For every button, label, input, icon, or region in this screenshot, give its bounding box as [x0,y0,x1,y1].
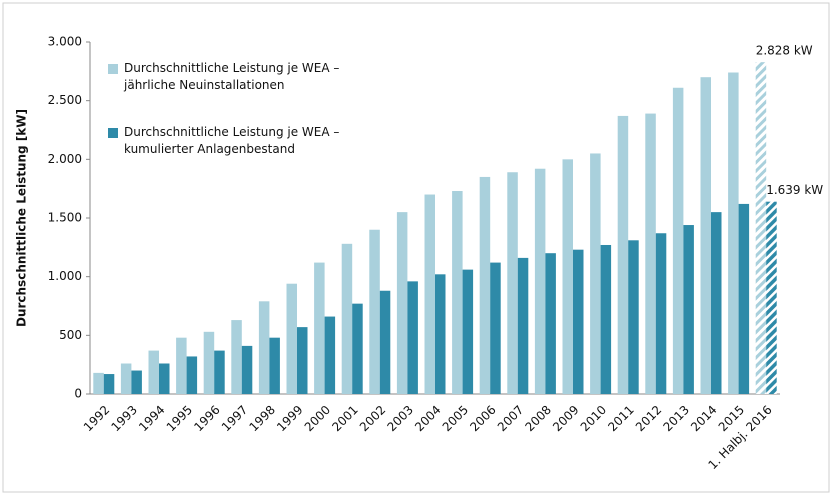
legend-swatch [108,64,118,74]
y-axis-title: Durchschnittliche Leistung [kW] [15,109,29,327]
x-tick-label: 1997 [219,403,250,434]
data-label: 1.639 kW [766,183,823,197]
bar [103,374,115,394]
bar [655,233,667,394]
bar [573,249,584,394]
data-label: 2.828 kW [756,44,813,58]
bar [711,212,722,394]
bar [258,301,270,394]
bar [269,337,280,394]
y-tick-label: 1.000 [48,269,82,283]
bar [700,77,711,394]
bar [507,172,518,394]
x-tick-label: 2003 [384,403,415,434]
bar [369,229,380,394]
x-tick-label: 2007 [495,403,526,434]
bar [324,316,336,394]
x-tick-label: 2001 [329,403,360,434]
bar [203,331,215,394]
bar [490,262,501,394]
y-tick-label: 1.500 [48,211,82,225]
bar [407,281,418,394]
x-tick-label: 1993 [108,403,139,434]
x-tick-label: 1994 [136,403,167,434]
bar [534,168,546,394]
bar [452,191,463,394]
bar [241,345,253,394]
bar [479,176,491,394]
x-tick-label: 2011 [605,403,636,434]
legend-label: Durchschnittliche Leistung je WEA – jähr… [124,61,340,92]
bar [683,225,694,394]
bar [462,269,474,394]
x-tick-label: 2014 [688,403,719,434]
x-tick-label: 2002 [357,403,388,434]
bar [562,159,573,394]
bar [766,201,777,394]
x-tick-label: 1995 [164,403,195,434]
bar [379,290,391,394]
bar [93,372,104,394]
bar [159,363,170,394]
x-tick-label: 1999 [274,403,305,434]
bar [755,62,767,394]
x-tick-label: 1998 [246,403,277,434]
bar [231,320,242,394]
bar [590,153,601,394]
y-tick-label: 500 [59,328,82,342]
bar [148,350,159,394]
bar [672,87,684,394]
x-tick-label: 1992 [81,403,112,434]
y-tick-label: 2.000 [48,152,82,166]
x-tick-label: 2005 [440,403,471,434]
legend-entry: Durchschnittliche Leistung je WEA – kumu… [108,124,348,158]
bar [545,253,556,394]
y-tick-label: 3.000 [48,35,82,49]
bar [728,72,739,395]
x-tick-label: 2010 [578,403,609,434]
bar [645,113,656,394]
x-tick-label: 2008 [522,403,553,434]
bar [424,194,435,394]
bar [131,370,142,394]
x-tick-label: 2009 [550,403,581,434]
x-tick-label: 2000 [302,403,333,434]
legend-swatch [108,128,118,138]
x-tick-label: 2012 [633,403,664,434]
x-tick-label: 2004 [412,403,443,434]
x-tick-label: 1996 [191,403,222,434]
bar [435,274,446,394]
bar [617,115,629,395]
legend-label: Durchschnittliche Leistung je WEA – kumu… [124,125,340,156]
x-tick-label: 2006 [467,403,498,434]
y-tick-label: 0 [74,387,82,401]
bar [352,303,363,394]
bar [396,212,408,394]
bar [214,350,225,394]
bar [314,262,325,394]
y-tick-label: 2.500 [48,93,82,107]
bar [341,243,353,394]
bar [600,244,612,394]
bar [120,363,132,394]
x-tick-label: 2013 [660,403,691,434]
bar [738,203,750,394]
bar [176,337,187,394]
bar [297,327,308,394]
bar [286,283,297,394]
legend-entry: Durchschnittliche Leistung je WEA – jähr… [108,60,348,94]
bar [186,356,198,394]
bar [628,240,639,394]
bar [517,257,529,394]
